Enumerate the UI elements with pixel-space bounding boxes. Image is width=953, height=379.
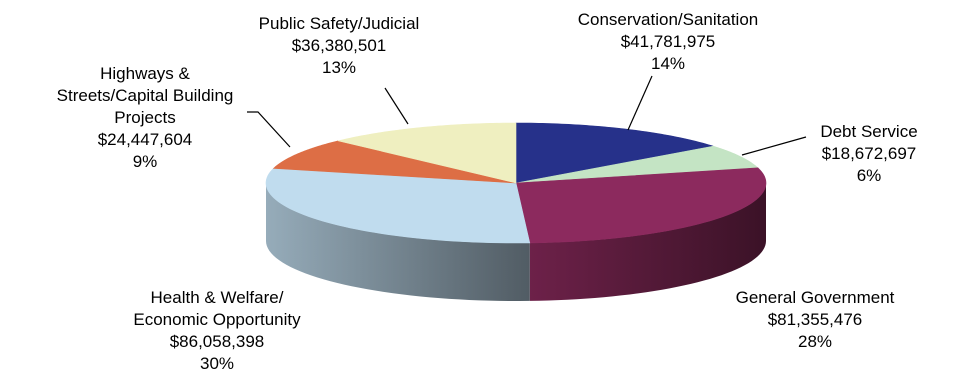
- pie-slice-debt-service: [515, 145, 759, 184]
- pie-slice-general-government: [515, 167, 767, 244]
- slice-label-debt-service: Debt Service $18,672,697 6%: [820, 122, 917, 185]
- pie-slice-health-and-welfare-economic-opportunity: [265, 168, 531, 244]
- slice-label-public-safety-judicial: Public Safety/Judicial $36,380,501 13%: [259, 14, 420, 77]
- leader-line-conservation-sanitation: [627, 75, 653, 131]
- pie-slice-public-safety-judicial: [338, 122, 517, 184]
- leader-line-debt-service: [741, 136, 807, 156]
- pie-side-health-and-welfare-economic-opportunity: [266, 183, 530, 301]
- leader-line-highways-and-streets-capital-building-projects: [247, 111, 291, 148]
- slice-label-highways-and-streets-capital-building-projects: Highways & Streets/Capital Building Projec…: [57, 64, 234, 171]
- leader-line-public-safety-judicial: [384, 87, 409, 125]
- slice-label-conservation-sanitation: Conservation/Sanitation $41,781,975 14%: [578, 10, 759, 73]
- pie-slice-conservation-sanitation: [515, 122, 714, 184]
- slice-label-general-government: General Government $81,355,476 28%: [736, 288, 895, 351]
- pie-slice-highways-and-streets-capital-building-projects: [272, 140, 517, 184]
- pie-side-general-government: [529, 183, 766, 301]
- slice-label-health-and-welfare-economic-opportunity: Health & Welfare/Economic Opportunity $86…: [133, 288, 301, 373]
